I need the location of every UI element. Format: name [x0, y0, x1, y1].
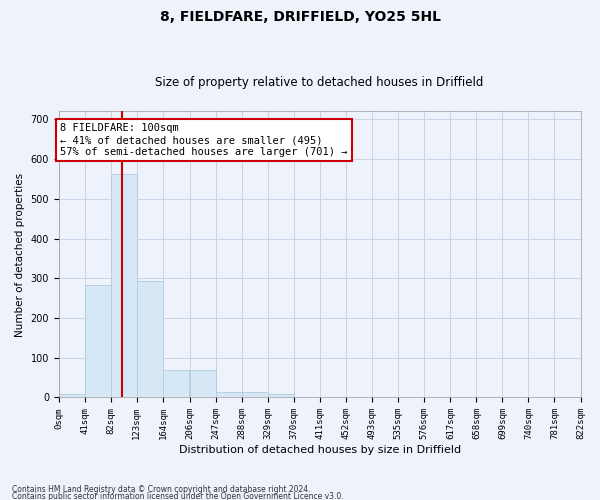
- Bar: [190, 370, 215, 398]
- Bar: [85, 285, 111, 398]
- Text: 8, FIELDFARE, DRIFFIELD, YO25 5HL: 8, FIELDFARE, DRIFFIELD, YO25 5HL: [160, 10, 440, 24]
- Y-axis label: Number of detached properties: Number of detached properties: [15, 172, 25, 336]
- Bar: [163, 370, 189, 398]
- Bar: [111, 174, 137, 398]
- X-axis label: Distribution of detached houses by size in Driffield: Distribution of detached houses by size …: [179, 445, 461, 455]
- Text: 8 FIELDFARE: 100sqm
← 41% of detached houses are smaller (495)
57% of semi-detac: 8 FIELDFARE: 100sqm ← 41% of detached ho…: [60, 124, 347, 156]
- Text: Contains HM Land Registry data © Crown copyright and database right 2024.: Contains HM Land Registry data © Crown c…: [12, 486, 311, 494]
- Bar: [215, 392, 242, 398]
- Bar: [268, 394, 293, 398]
- Bar: [137, 282, 163, 398]
- Bar: [242, 392, 268, 398]
- Title: Size of property relative to detached houses in Driffield: Size of property relative to detached ho…: [155, 76, 484, 90]
- Bar: [59, 394, 85, 398]
- Text: Contains public sector information licensed under the Open Government Licence v3: Contains public sector information licen…: [12, 492, 344, 500]
